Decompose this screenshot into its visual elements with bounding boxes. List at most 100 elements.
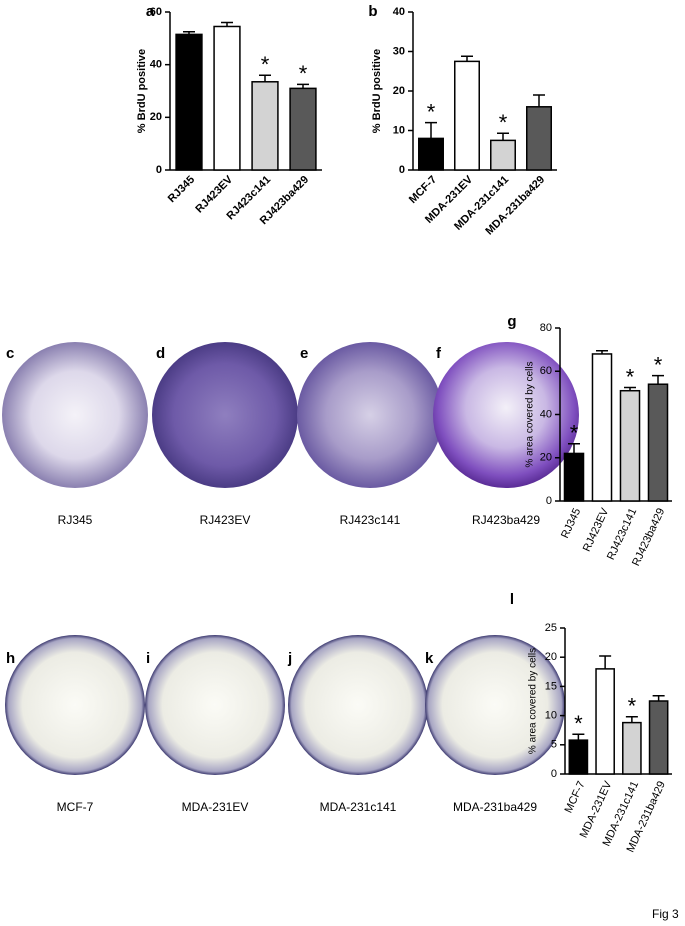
y-tick-label: 5 xyxy=(551,739,557,751)
bar xyxy=(591,353,613,502)
y-tick-label: 0 xyxy=(551,768,557,780)
panel-letter: c xyxy=(6,345,14,362)
y-tick-label: 25 xyxy=(545,622,557,634)
bar xyxy=(619,389,641,502)
error-bar xyxy=(183,31,195,35)
plate-image xyxy=(297,342,443,488)
significance-marker: * xyxy=(299,61,308,86)
x-tick-label: MCF-7 xyxy=(407,174,439,206)
panel-letter: h xyxy=(6,650,15,667)
y-tick-label: 80 xyxy=(540,322,552,334)
significance-marker: * xyxy=(427,99,436,124)
x-tick-label: RJ345 xyxy=(166,174,197,205)
plate-image xyxy=(288,635,428,775)
panel-letter: g xyxy=(507,313,516,330)
bar xyxy=(563,452,585,502)
y-axis-label: % BrdU positive xyxy=(371,49,383,133)
significance-marker: * xyxy=(654,352,663,377)
error-bar xyxy=(624,386,636,391)
y-tick-label: 0 xyxy=(156,164,162,176)
x-tick-label: MCF-7 xyxy=(563,779,588,815)
y-tick-label: 40 xyxy=(540,408,552,420)
y-tick-label: 10 xyxy=(393,124,405,136)
significance-marker: * xyxy=(570,421,579,446)
panel-letter: f xyxy=(436,345,442,362)
image-label: RJ423EV xyxy=(200,513,251,527)
y-tick-label: 20 xyxy=(150,111,162,123)
bar xyxy=(622,721,642,775)
image-label: MDA-231EV xyxy=(182,800,249,814)
bar xyxy=(251,81,279,171)
x-tick-label: RJ345 xyxy=(559,506,583,540)
panel-letter: j xyxy=(287,650,292,667)
panel-letter: k xyxy=(425,650,434,667)
error-bar xyxy=(297,83,309,89)
error-bar xyxy=(652,694,665,701)
plate-image xyxy=(145,635,285,775)
y-tick-label: 15 xyxy=(545,680,557,692)
y-axis-label: % area covered by cells xyxy=(528,648,539,754)
significance-marker: * xyxy=(628,694,637,719)
y-axis-label: % BrdU positive xyxy=(136,49,148,133)
error-bar xyxy=(497,132,509,141)
plate-image xyxy=(433,342,579,488)
bar xyxy=(648,700,669,775)
y-axis-label: % area covered by cells xyxy=(525,361,536,467)
error-bar xyxy=(425,121,437,139)
error-bar xyxy=(568,442,580,454)
panel-letter: b xyxy=(368,3,377,20)
plate-images xyxy=(2,342,579,775)
bar xyxy=(595,668,615,775)
error-bar xyxy=(221,21,233,27)
bar xyxy=(568,739,589,775)
y-tick-label: 0 xyxy=(399,164,405,176)
error-bar xyxy=(652,374,664,385)
bar xyxy=(289,87,317,171)
y-tick-label: 10 xyxy=(545,710,557,722)
bar xyxy=(490,139,516,171)
plate-image xyxy=(5,635,145,775)
image-label: MDA-231c141 xyxy=(320,800,397,814)
y-tick-label: 40 xyxy=(393,6,405,18)
panel-letter: l xyxy=(510,591,514,608)
significance-marker: * xyxy=(626,364,635,389)
x-tick-label: RJ423EV xyxy=(581,506,612,554)
error-bar xyxy=(625,716,638,723)
significance-marker: * xyxy=(574,711,583,736)
error-bar xyxy=(572,733,585,741)
y-tick-label: 20 xyxy=(393,85,405,97)
error-bar xyxy=(461,55,473,62)
bar xyxy=(526,106,552,171)
y-tick-label: 0 xyxy=(546,495,552,507)
error-bar xyxy=(533,94,545,107)
image-label: MDA-231ba429 xyxy=(453,800,537,814)
image-label: RJ423c141 xyxy=(340,513,401,527)
plate-image xyxy=(425,635,565,775)
plate-image xyxy=(2,342,148,488)
y-tick-label: 40 xyxy=(150,59,162,71)
significance-marker: * xyxy=(499,110,508,135)
bar xyxy=(213,25,241,171)
panel-letter: i xyxy=(146,650,150,667)
image-label: MCF-7 xyxy=(57,800,94,814)
bar xyxy=(647,383,669,502)
image-label: RJ345 xyxy=(58,513,93,527)
y-tick-label: 30 xyxy=(393,45,405,57)
y-tick-label: 60 xyxy=(150,6,162,18)
bar xyxy=(418,137,444,171)
image-label: RJ423ba429 xyxy=(472,513,540,527)
panel-letter: e xyxy=(300,345,308,362)
error-bar xyxy=(599,655,612,669)
panel-letter: a xyxy=(146,3,155,20)
panel-letter: d xyxy=(156,345,165,362)
plate-image xyxy=(152,342,298,488)
bar xyxy=(175,33,203,171)
error-bar xyxy=(596,349,608,354)
figure-label: Fig 3 xyxy=(652,907,679,921)
y-tick-label: 20 xyxy=(545,651,557,663)
significance-marker: * xyxy=(261,52,270,77)
bar xyxy=(454,60,480,171)
y-tick-label: 60 xyxy=(540,365,552,377)
y-tick-label: 20 xyxy=(540,452,552,464)
